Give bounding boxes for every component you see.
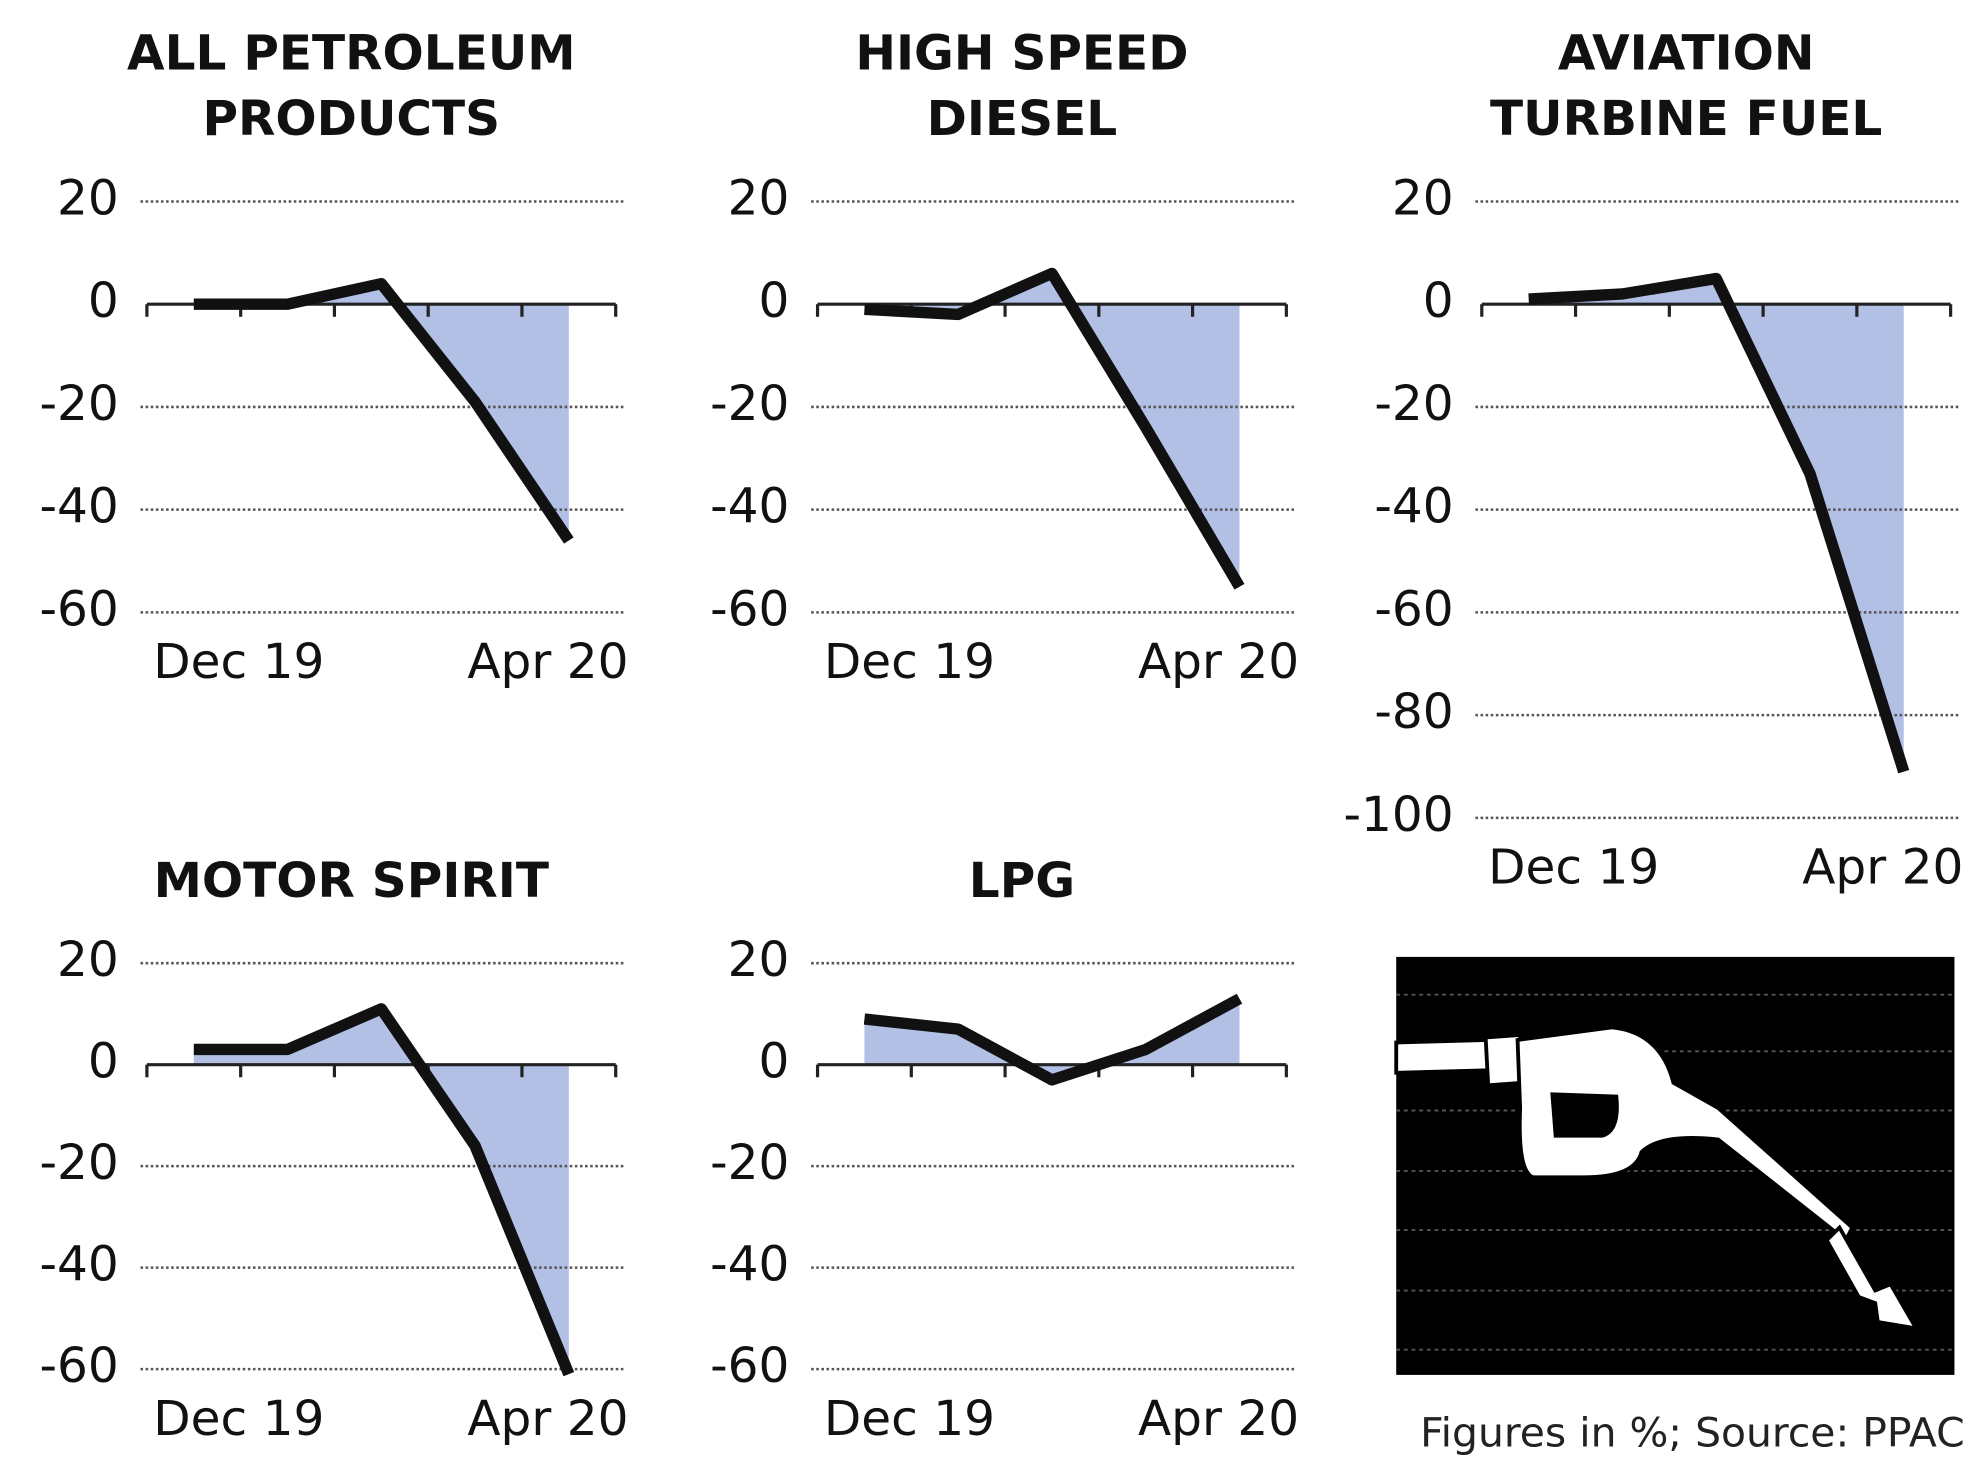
y-tick-label: -80 [1374, 684, 1453, 740]
y-tick-label: 20 [728, 171, 790, 227]
y-tick-label: 20 [728, 932, 790, 988]
source-note: Figures in %; Source: PPAC [1420, 1409, 1965, 1457]
area [193, 283, 569, 541]
chart-panel: ALL PETROLEUM PRODUCTS 20 0 -20 -40 -60 Dec 19 A… [40, 26, 629, 690]
y-tick-label: 0 [759, 273, 790, 329]
area [1528, 278, 1904, 772]
y-tick-label: 0 [1423, 273, 1454, 329]
chart-title: PRODUCTS [202, 91, 500, 147]
x-tick-label: Dec 19 [824, 635, 995, 691]
y-tick-label: 0 [88, 1034, 119, 1090]
y-tick-label: -40 [40, 479, 119, 535]
y-tick-label: 20 [57, 171, 119, 227]
y-tick-label: 0 [759, 1034, 790, 1090]
y-tick-label: -40 [710, 479, 789, 535]
x-tick-label: Apr 20 [467, 635, 628, 691]
y-tick-label: 0 [88, 273, 119, 329]
y-tick-label: -60 [710, 1338, 789, 1394]
x-tick-label: Dec 19 [1488, 840, 1659, 896]
area [193, 1008, 569, 1375]
x-tick-label: Dec 19 [153, 635, 324, 691]
chart-title: AVIATION [1558, 26, 1815, 82]
chart-title: HIGH SPEED [855, 26, 1188, 82]
chart-title: DIESEL [927, 91, 1118, 147]
chart-panel: AVIATION TURBINE FUEL 20 0 -20 -40 -60 -80 -100 D… [1344, 26, 1964, 896]
y-tick-label: -40 [710, 1237, 789, 1293]
chart-title: MOTOR SPIRIT [154, 853, 549, 909]
y-tick-label: -60 [710, 582, 789, 638]
line [863, 993, 1243, 1086]
y-tick-label: -100 [1344, 787, 1454, 843]
chart-panel: LPG 20 0 -20 -40 -60 Dec 19 Apr 20 [710, 853, 1299, 1447]
y-tick-label: -20 [40, 1135, 119, 1191]
x-tick-label: Apr 20 [1138, 635, 1299, 691]
chart-title: LPG [969, 853, 1075, 909]
chart-title: ALL PETROLEUM [127, 26, 576, 82]
y-tick-label: -20 [1374, 376, 1453, 432]
area [864, 998, 1240, 1080]
y-tick-label: -20 [40, 376, 119, 432]
y-tick-label: -20 [710, 1135, 789, 1191]
line [193, 277, 574, 544]
x-tick-label: Apr 20 [1138, 1391, 1299, 1447]
x-tick-label: Apr 20 [1802, 840, 1963, 896]
x-tick-label: Dec 19 [153, 1391, 324, 1447]
x-tick-label: Dec 19 [824, 1391, 995, 1447]
area [864, 273, 1240, 587]
chart-panel: HIGH SPEED DIESEL 20 0 -20 -40 -60 Dec 19 Apr 20 [710, 26, 1299, 690]
chart-panel: MOTOR SPIRIT 20 0 -20 -40 -60 Dec 19 Apr 20 [40, 853, 629, 1447]
y-tick-label: 20 [57, 932, 119, 988]
y-tick-label: -40 [1374, 479, 1453, 535]
line [864, 267, 1245, 590]
y-tick-label: -60 [40, 582, 119, 638]
y-tick-label: -60 [1374, 582, 1453, 638]
y-tick-label: -20 [710, 376, 789, 432]
y-tick-label: 20 [1392, 171, 1454, 227]
line [193, 1003, 575, 1377]
y-tick-label: -60 [40, 1338, 119, 1394]
pump-illustration [1394, 956, 1955, 1375]
chart-title: TURBINE FUEL [1490, 91, 1882, 147]
line [1528, 272, 1910, 774]
y-tick-label: -40 [40, 1237, 119, 1293]
x-tick-label: Apr 20 [467, 1391, 628, 1447]
